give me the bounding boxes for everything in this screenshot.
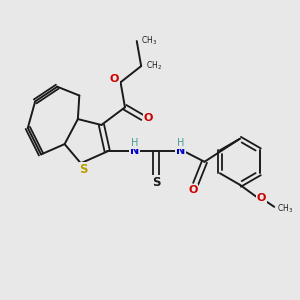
Text: H: H <box>177 138 184 148</box>
Text: CH$_3$: CH$_3$ <box>277 202 293 214</box>
Text: O: O <box>144 112 153 123</box>
Text: CH$_2$: CH$_2$ <box>146 60 162 72</box>
Text: S: S <box>152 176 160 189</box>
Text: CH$_3$: CH$_3$ <box>141 35 157 47</box>
Text: O: O <box>256 193 266 203</box>
Text: O: O <box>110 74 119 84</box>
Text: N: N <box>176 146 185 157</box>
Text: H: H <box>131 138 138 148</box>
Text: O: O <box>188 185 197 195</box>
Text: N: N <box>130 146 139 157</box>
Text: S: S <box>80 163 88 176</box>
